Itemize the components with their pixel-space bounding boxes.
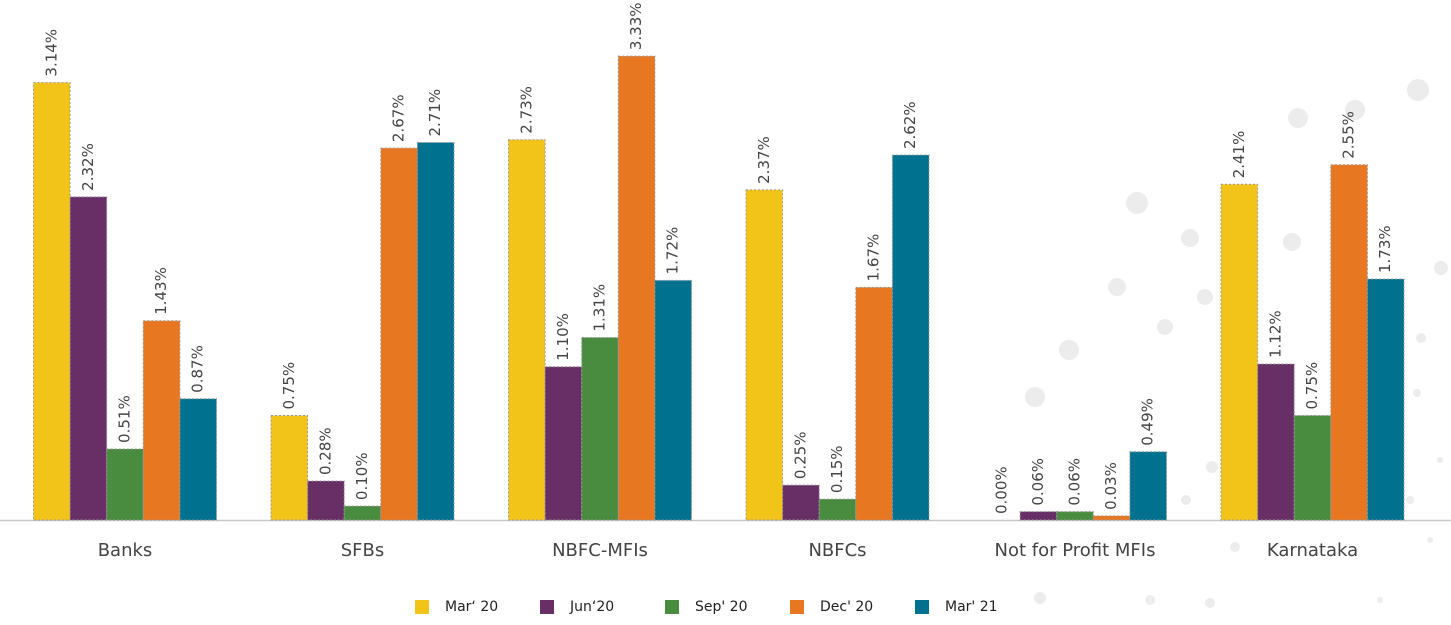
data-label: 2.32% (79, 143, 97, 191)
legend-swatch (915, 600, 929, 614)
bar (179, 398, 217, 521)
data-label: 2.37% (755, 136, 773, 184)
x-tick-label: SFBs (341, 540, 385, 561)
x-tick-label: Banks (98, 540, 153, 561)
x-tick-label: NBFCs (808, 540, 866, 561)
data-label: 2.71% (426, 89, 444, 137)
data-label: 0.87% (189, 345, 207, 393)
bar (891, 154, 930, 521)
bar (782, 484, 820, 521)
bar (654, 279, 693, 521)
bar (1293, 415, 1332, 521)
decoration (1025, 79, 1448, 608)
legend-label: Dec' 20 (820, 599, 873, 615)
bar (69, 196, 108, 521)
data-label: 3.33% (627, 2, 645, 50)
legend-label: Mar' 21 (945, 599, 998, 615)
bar (106, 448, 144, 521)
x-tick-label: Not for Profit MFIs (995, 540, 1156, 561)
data-label: 0.03% (1102, 462, 1120, 510)
data-label: 0.06% (1029, 458, 1047, 506)
bar (33, 82, 71, 521)
data-label: 1.73% (1376, 225, 1394, 273)
data-label: 0.15% (828, 445, 846, 493)
legend-swatch (415, 600, 429, 614)
data-label: 1.12% (1266, 310, 1284, 358)
data-label: 1.67% (865, 234, 883, 282)
data-label: 0.10% (353, 452, 371, 500)
data-label: 0.51% (116, 395, 134, 443)
bar (818, 498, 857, 521)
data-label: 1.72% (664, 227, 682, 275)
bar (855, 286, 893, 521)
bar (1220, 183, 1259, 521)
data-label: 2.41% (1230, 131, 1248, 179)
data-label: 0.25% (791, 432, 809, 480)
data-label: 2.55% (1340, 111, 1358, 159)
data-label: 0.49% (1139, 398, 1157, 446)
data-label: 0.28% (316, 427, 334, 475)
data-label: 3.14% (42, 29, 60, 77)
data-label: 1.43% (152, 267, 170, 315)
data-label: 0.75% (280, 362, 298, 410)
bar (1257, 363, 1295, 521)
legend-swatch (665, 600, 679, 614)
bar (416, 141, 455, 521)
data-label: 0.00% (992, 466, 1010, 514)
x-tick-label: NBFC-MFIs (552, 540, 648, 561)
data-label: 1.31% (591, 284, 609, 332)
bar (343, 505, 382, 521)
bar (1092, 515, 1131, 521)
bar (307, 480, 345, 521)
legend-label: Sep' 20 (695, 599, 748, 615)
legend-swatch (540, 600, 554, 614)
legend-label: Jun‘20 (569, 599, 614, 615)
bar (1019, 511, 1058, 521)
bar (1056, 511, 1094, 521)
bar (745, 189, 784, 521)
x-tick-label: Karnataka (1267, 540, 1358, 561)
data-label: 0.06% (1066, 458, 1084, 506)
data-label: 2.62% (901, 101, 919, 149)
legend-label: Mar‘ 20 (445, 599, 498, 615)
bar (544, 366, 583, 521)
data-label: 2.67% (390, 94, 408, 142)
data-label: 2.73% (517, 86, 535, 134)
data-label: 1.10% (554, 313, 572, 361)
bar (581, 337, 619, 521)
bar (380, 147, 418, 521)
bar (1330, 164, 1368, 521)
data-label: 0.75% (1303, 362, 1321, 410)
legend-swatch (790, 600, 804, 614)
bar (1129, 451, 1168, 521)
bar (617, 55, 656, 521)
bar (508, 139, 546, 521)
bar (1366, 278, 1405, 521)
bar (142, 320, 181, 521)
bar (270, 415, 309, 521)
